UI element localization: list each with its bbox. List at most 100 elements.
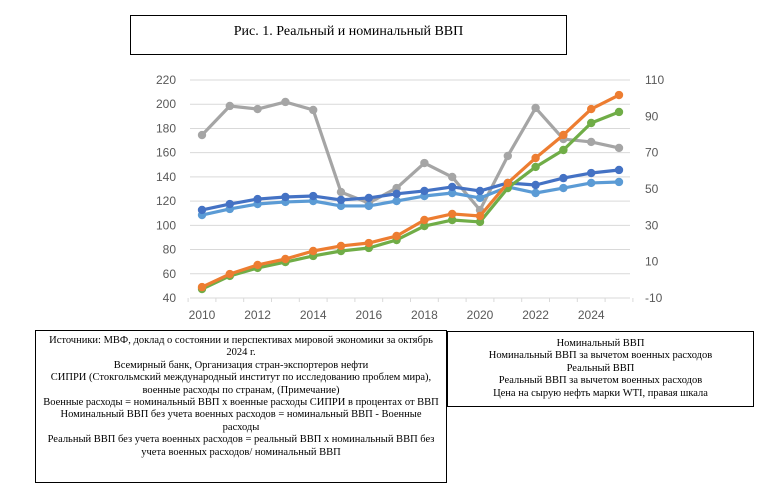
x-tick-label: 2020 <box>467 308 494 322</box>
data-point <box>448 182 457 192</box>
data-point <box>392 189 401 199</box>
data-point <box>281 254 290 264</box>
x-tick-label: 2012 <box>244 308 271 322</box>
data-point <box>448 172 457 182</box>
x-tick-label: 2014 <box>300 308 327 322</box>
series-line <box>201 110 620 291</box>
y-tick-label-right: 70 <box>645 146 659 160</box>
series-2 <box>197 165 624 215</box>
data-point <box>587 178 596 188</box>
data-point <box>559 173 568 183</box>
series-line <box>201 180 620 217</box>
data-point <box>392 231 401 241</box>
source-line: СИПРИ (Стокгольмский международный инсти… <box>50 372 432 396</box>
data-point <box>559 145 568 155</box>
data-point <box>614 165 624 175</box>
data-point <box>475 186 485 196</box>
data-point <box>197 205 207 215</box>
data-point <box>420 221 429 231</box>
legend-item-real-gdp: Реальный ВВП <box>566 362 635 374</box>
data-point <box>531 153 540 163</box>
x-tick-label: 2022 <box>522 308 549 322</box>
data-point <box>448 215 457 225</box>
y-tick-label-right: 50 <box>645 182 659 196</box>
y-tick-label-left: 80 <box>163 243 177 257</box>
data-point <box>587 118 596 128</box>
data-point <box>281 192 290 202</box>
y-tick-label-left: 200 <box>156 97 176 111</box>
data-point <box>614 90 624 100</box>
y-tick-label-left: 140 <box>156 170 176 184</box>
data-point <box>475 211 485 221</box>
y-axis-right: -10 10 30 50 70 90 110 <box>645 73 664 305</box>
data-point <box>309 246 318 256</box>
legend-item-wti-oil-price: Цена на сырую нефть марки WTI, правая шк… <box>493 387 708 399</box>
source-line: Реальный ВВП без учета военных расходов … <box>47 434 435 458</box>
x-tick-label: 2018 <box>411 308 438 322</box>
data-point <box>253 260 262 270</box>
y-tick-label-left: 120 <box>156 194 176 208</box>
data-point <box>531 188 540 198</box>
y-tick-label-left: 220 <box>156 73 176 87</box>
data-point <box>503 178 512 188</box>
series-0 <box>197 90 624 292</box>
data-point <box>253 104 262 114</box>
y-tick-label-right: 30 <box>645 218 659 232</box>
y-tick-label-left: 160 <box>156 146 176 160</box>
y-tick-label-left: 40 <box>163 291 177 305</box>
y-tick-label-left: 60 <box>163 267 177 281</box>
data-point <box>531 180 540 190</box>
series-line <box>201 93 620 289</box>
source-line: Источники: МВФ, доклад о состоянии и пер… <box>49 335 433 359</box>
y-tick-label-right: -10 <box>645 291 663 305</box>
data-point <box>392 196 401 206</box>
x-tick-label: 2010 <box>189 308 216 322</box>
data-point <box>420 215 429 225</box>
data-point <box>475 193 485 203</box>
data-point <box>225 101 234 111</box>
source-line: Военные расходы = номинальный ВВП х воен… <box>43 397 439 409</box>
legend: Номинальный ВВП Номинальный ВВП за вычет… <box>447 331 754 407</box>
data-point <box>475 217 485 227</box>
data-point <box>364 201 373 211</box>
source-line: Всемирный банк, Организация стран-экспор… <box>113 359 369 371</box>
chart-title: Рис. 1. Реальный и номинальный ВВП <box>233 24 464 39</box>
series-line <box>201 168 620 212</box>
data-point <box>336 187 346 197</box>
y-axis-left: 40 60 80 100 120 140 160 180 200 220 <box>156 73 176 305</box>
data-point <box>225 269 234 279</box>
data-point <box>531 162 540 172</box>
data-point <box>225 199 234 209</box>
data-point <box>448 209 457 219</box>
data-point <box>336 195 346 205</box>
data-point <box>281 97 290 107</box>
data-point <box>336 241 346 251</box>
data-point <box>253 194 262 204</box>
series-group <box>197 90 624 294</box>
data-point <box>531 103 540 113</box>
data-point <box>587 137 596 147</box>
data-point <box>503 151 512 161</box>
line-chart: 2010 2012 2014 2016 2018 2020 2022 2024 40 60 80 1… <box>156 73 664 322</box>
y-tick-label-right: 90 <box>645 109 659 123</box>
data-point <box>448 188 457 198</box>
data-point <box>420 186 429 196</box>
data-point <box>336 201 346 211</box>
data-point <box>364 238 373 248</box>
data-point <box>614 177 624 187</box>
x-tick-label: 2016 <box>355 308 382 322</box>
legend-item-nominal-gdp-ex-military: Номинальный ВВП за вычетом военных расхо… <box>488 350 713 362</box>
data-point <box>197 282 207 292</box>
data-point <box>309 191 318 201</box>
data-point <box>587 168 596 178</box>
legend-item-real-gdp-ex-military: Реальный ВВП за вычетом военных расходов <box>498 375 703 387</box>
series-line <box>200 100 620 212</box>
series-4 <box>197 97 624 215</box>
data-point <box>392 183 401 193</box>
data-point <box>420 158 429 168</box>
sources-note: Источники: МВФ, доклад о состоянии и пер… <box>35 330 447 483</box>
chart-title-box: Рис. 1. Реальный и номинальный ВВП <box>130 15 567 55</box>
data-point <box>587 104 596 114</box>
data-point <box>364 193 373 203</box>
y-tick-label-right: 10 <box>645 255 659 269</box>
